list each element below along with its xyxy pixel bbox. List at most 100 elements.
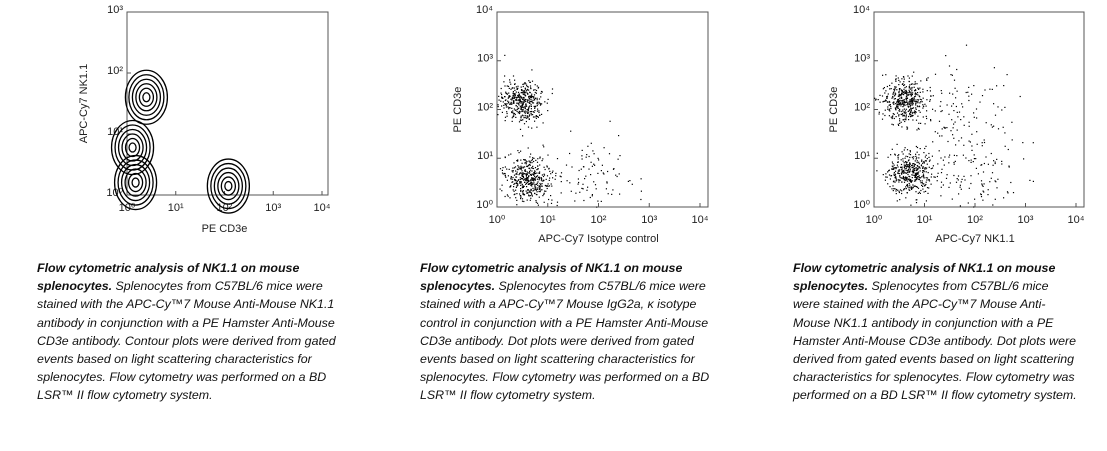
dot <box>884 114 886 117</box>
dot <box>524 105 526 108</box>
dot <box>534 84 536 86</box>
dot <box>891 82 893 84</box>
dot <box>893 113 895 115</box>
dot <box>529 172 531 174</box>
dot <box>906 97 908 99</box>
dot <box>899 88 901 90</box>
dot <box>957 179 959 181</box>
dot <box>968 121 970 123</box>
dot <box>523 99 525 101</box>
dot <box>522 104 524 106</box>
dot <box>897 156 899 158</box>
x-tick-label: 10² <box>591 214 607 226</box>
dot <box>529 160 531 162</box>
dot <box>530 174 532 176</box>
dot <box>526 92 528 94</box>
dot <box>940 90 942 92</box>
dot <box>504 120 506 122</box>
dot <box>519 99 521 101</box>
dot <box>921 159 923 161</box>
dot <box>528 175 530 177</box>
dot <box>884 92 886 94</box>
dot <box>525 179 527 181</box>
dot <box>906 97 909 100</box>
dot <box>888 108 890 110</box>
dot <box>519 178 521 181</box>
dot <box>970 175 972 177</box>
dot <box>521 103 523 105</box>
dot <box>551 171 553 174</box>
dot <box>535 183 537 185</box>
caption: Flow cytometric analysis of NK1.1 on mou… <box>793 259 1078 405</box>
dot <box>886 97 888 99</box>
dot <box>536 110 539 112</box>
dot <box>905 89 907 91</box>
dot <box>534 91 536 94</box>
dot <box>980 164 982 166</box>
dot <box>607 193 609 195</box>
dot <box>887 108 889 110</box>
dot <box>971 145 973 147</box>
dot <box>526 85 528 88</box>
dot <box>897 102 899 104</box>
dot <box>895 86 897 88</box>
dot <box>531 170 533 172</box>
dot <box>941 128 943 130</box>
dot <box>934 73 937 75</box>
dot <box>538 111 540 114</box>
dot <box>996 187 998 189</box>
dot <box>949 154 951 156</box>
dot <box>905 166 907 168</box>
dot <box>1029 179 1031 181</box>
dot <box>899 102 901 104</box>
dot <box>916 146 919 149</box>
dot <box>531 167 533 169</box>
dot <box>521 91 523 94</box>
dot <box>927 179 929 181</box>
dot <box>891 168 893 170</box>
dot <box>527 192 529 194</box>
dot <box>913 169 915 171</box>
dot <box>890 154 892 156</box>
dot <box>527 116 529 118</box>
dot <box>550 195 552 197</box>
dot <box>892 166 894 168</box>
dot <box>510 176 512 178</box>
dot <box>527 178 529 180</box>
dot <box>902 119 904 121</box>
dot <box>892 95 894 98</box>
dot <box>909 88 912 90</box>
dot <box>903 172 905 174</box>
dot <box>891 161 893 163</box>
y-tick-label: 10³ <box>107 4 123 16</box>
dot <box>904 90 906 92</box>
dot <box>515 170 517 172</box>
dot <box>913 163 915 165</box>
dot <box>528 89 530 91</box>
dot <box>892 113 894 115</box>
dot <box>918 166 920 168</box>
dot <box>928 166 930 168</box>
dot <box>919 167 921 169</box>
dot <box>538 186 540 188</box>
dot <box>914 90 916 92</box>
dot <box>529 98 531 100</box>
dot <box>942 159 944 161</box>
dot <box>962 106 964 108</box>
dot <box>911 115 913 117</box>
dot <box>906 95 908 98</box>
dot <box>570 130 572 132</box>
dot <box>527 111 529 113</box>
dot <box>526 109 528 111</box>
dot <box>506 115 508 117</box>
dot <box>884 109 886 111</box>
dot <box>917 176 919 178</box>
dot <box>996 85 998 87</box>
dot <box>518 95 520 97</box>
y-tick-label: 10¹ <box>477 150 493 162</box>
dot <box>521 200 524 202</box>
dot <box>530 95 532 97</box>
dot <box>953 137 955 139</box>
dot <box>917 115 919 117</box>
dot <box>526 111 528 113</box>
